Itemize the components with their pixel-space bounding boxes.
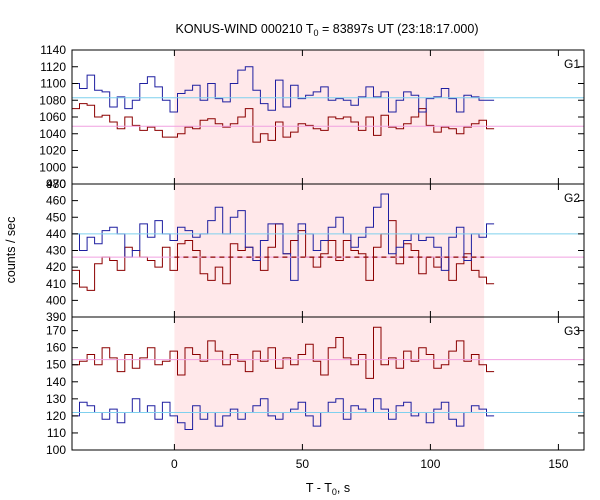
y-tick-label: 150 [46,358,66,372]
y-tick-label: 430 [46,244,66,258]
panel-frame [71,316,585,451]
y-tick-label: 170 [46,324,66,338]
panel-label: G2 [564,191,580,205]
red-series-line [72,103,495,143]
y-tick-label: 470 [46,177,66,191]
y-tick-label: 450 [46,210,66,224]
y-tick-label: 100 [46,443,66,457]
panel-label: G1 [564,57,580,71]
y-tick-label: 390 [46,310,66,324]
x-tick-label: 0 [171,457,178,471]
y-axis-label: counts / sec [4,217,18,284]
y-tick-label: 1140 [40,43,66,57]
plot-panels: 98010001020104010601080110011201140G1390… [39,43,585,471]
y-tick-label: 980 [46,177,66,191]
y-tick-label: 160 [46,341,66,355]
panel-g3: 100 110 120 130 140 150 160 170 G3 [46,316,585,457]
y-tick-label: 110 [47,426,66,440]
y-tick-label: 410 [46,277,66,291]
panel-label: G3 [564,324,580,338]
y-tick-label: 1040 [39,127,66,141]
y-tick-label: 1020 [39,144,66,158]
x-tick-label: 150 [548,457,568,471]
y-tick-label: 120 [46,409,66,423]
blue-series-line [72,66,495,113]
y-tick-label: 130 [46,392,66,406]
y-tick-label: 440 [46,227,66,241]
series-group [72,326,584,430]
x-axis-label: T - T0, s [306,481,350,497]
panel-g2: 390 400 410 420 430 440 450 460 470 G2 [46,177,585,324]
x-tick-label: 100 [420,457,440,471]
series-group [72,66,584,143]
red-series-line [72,326,495,379]
series-group [72,193,584,291]
y-tick-label: 1080 [39,93,66,107]
y-tick-label: 460 [46,194,66,208]
highlight-band [174,184,485,317]
highlight-band [174,317,485,450]
y-tick-label: 140 [46,375,66,389]
y-tick-label: 1100 [40,77,66,91]
y-tick-label: 1120 [40,60,66,74]
y-tick-label: 400 [46,293,66,307]
x-tick-label: 50 [296,457,310,471]
chart-title: KONUS-WIND 000210 T0 = 83897s UT (23:18:… [176,22,479,38]
blue-series-line [72,193,495,281]
y-tick-label: 1000 [39,160,66,174]
panel-g1: 980 1000 1020 1040 1060 1080 1100 1120 1140 G1 [39,43,585,191]
y-tick-label: 1060 [39,110,66,124]
y-tick-label: 420 [46,260,66,274]
